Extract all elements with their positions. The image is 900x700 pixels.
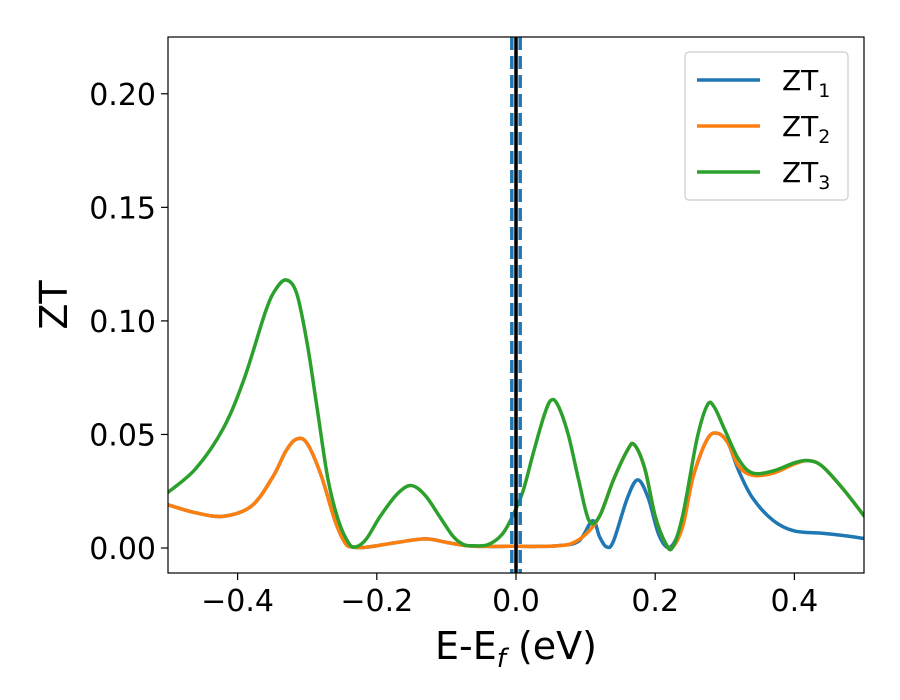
y-tick-label: 0.00	[89, 532, 156, 567]
y-tick-label: 0.15	[89, 191, 156, 226]
x-axis-label-main: E-E	[435, 624, 497, 668]
x-tick-label: −0.4	[201, 584, 274, 619]
x-tick-label: 0.4	[771, 584, 819, 619]
y-tick-label: 0.20	[89, 78, 156, 113]
x-tick-label: −0.2	[340, 584, 413, 619]
y-tick-label: 0.10	[89, 305, 156, 340]
x-axis-label-unit: (eV)	[506, 624, 597, 668]
legend: ZT1 ZT2 ZT3	[684, 51, 849, 201]
vertical-lines	[510, 37, 522, 573]
x-axis-label: E-Ef (eV)	[435, 624, 597, 674]
x-tick-label: 0.0	[492, 584, 540, 619]
x-axis-ticks: −0.4 −0.2 0.0 0.2 0.4	[201, 573, 818, 619]
legend-label-2: ZT2	[782, 110, 830, 148]
legend-label-3: ZT3	[782, 156, 830, 194]
legend-label-1: ZT1	[782, 64, 830, 102]
series-layer	[168, 278, 864, 552]
legend-items: ZT1 ZT2 ZT3	[697, 64, 830, 194]
y-tick-label: 0.05	[89, 418, 156, 453]
y-axis-ticks: 0.00 0.05 0.10 0.15 0.20	[89, 78, 168, 567]
legend-box	[684, 51, 849, 201]
series-line-2	[168, 431, 864, 551]
x-tick-label: 0.2	[631, 584, 679, 619]
series-line-3	[168, 278, 864, 552]
y-axis-label: ZT	[32, 280, 76, 330]
